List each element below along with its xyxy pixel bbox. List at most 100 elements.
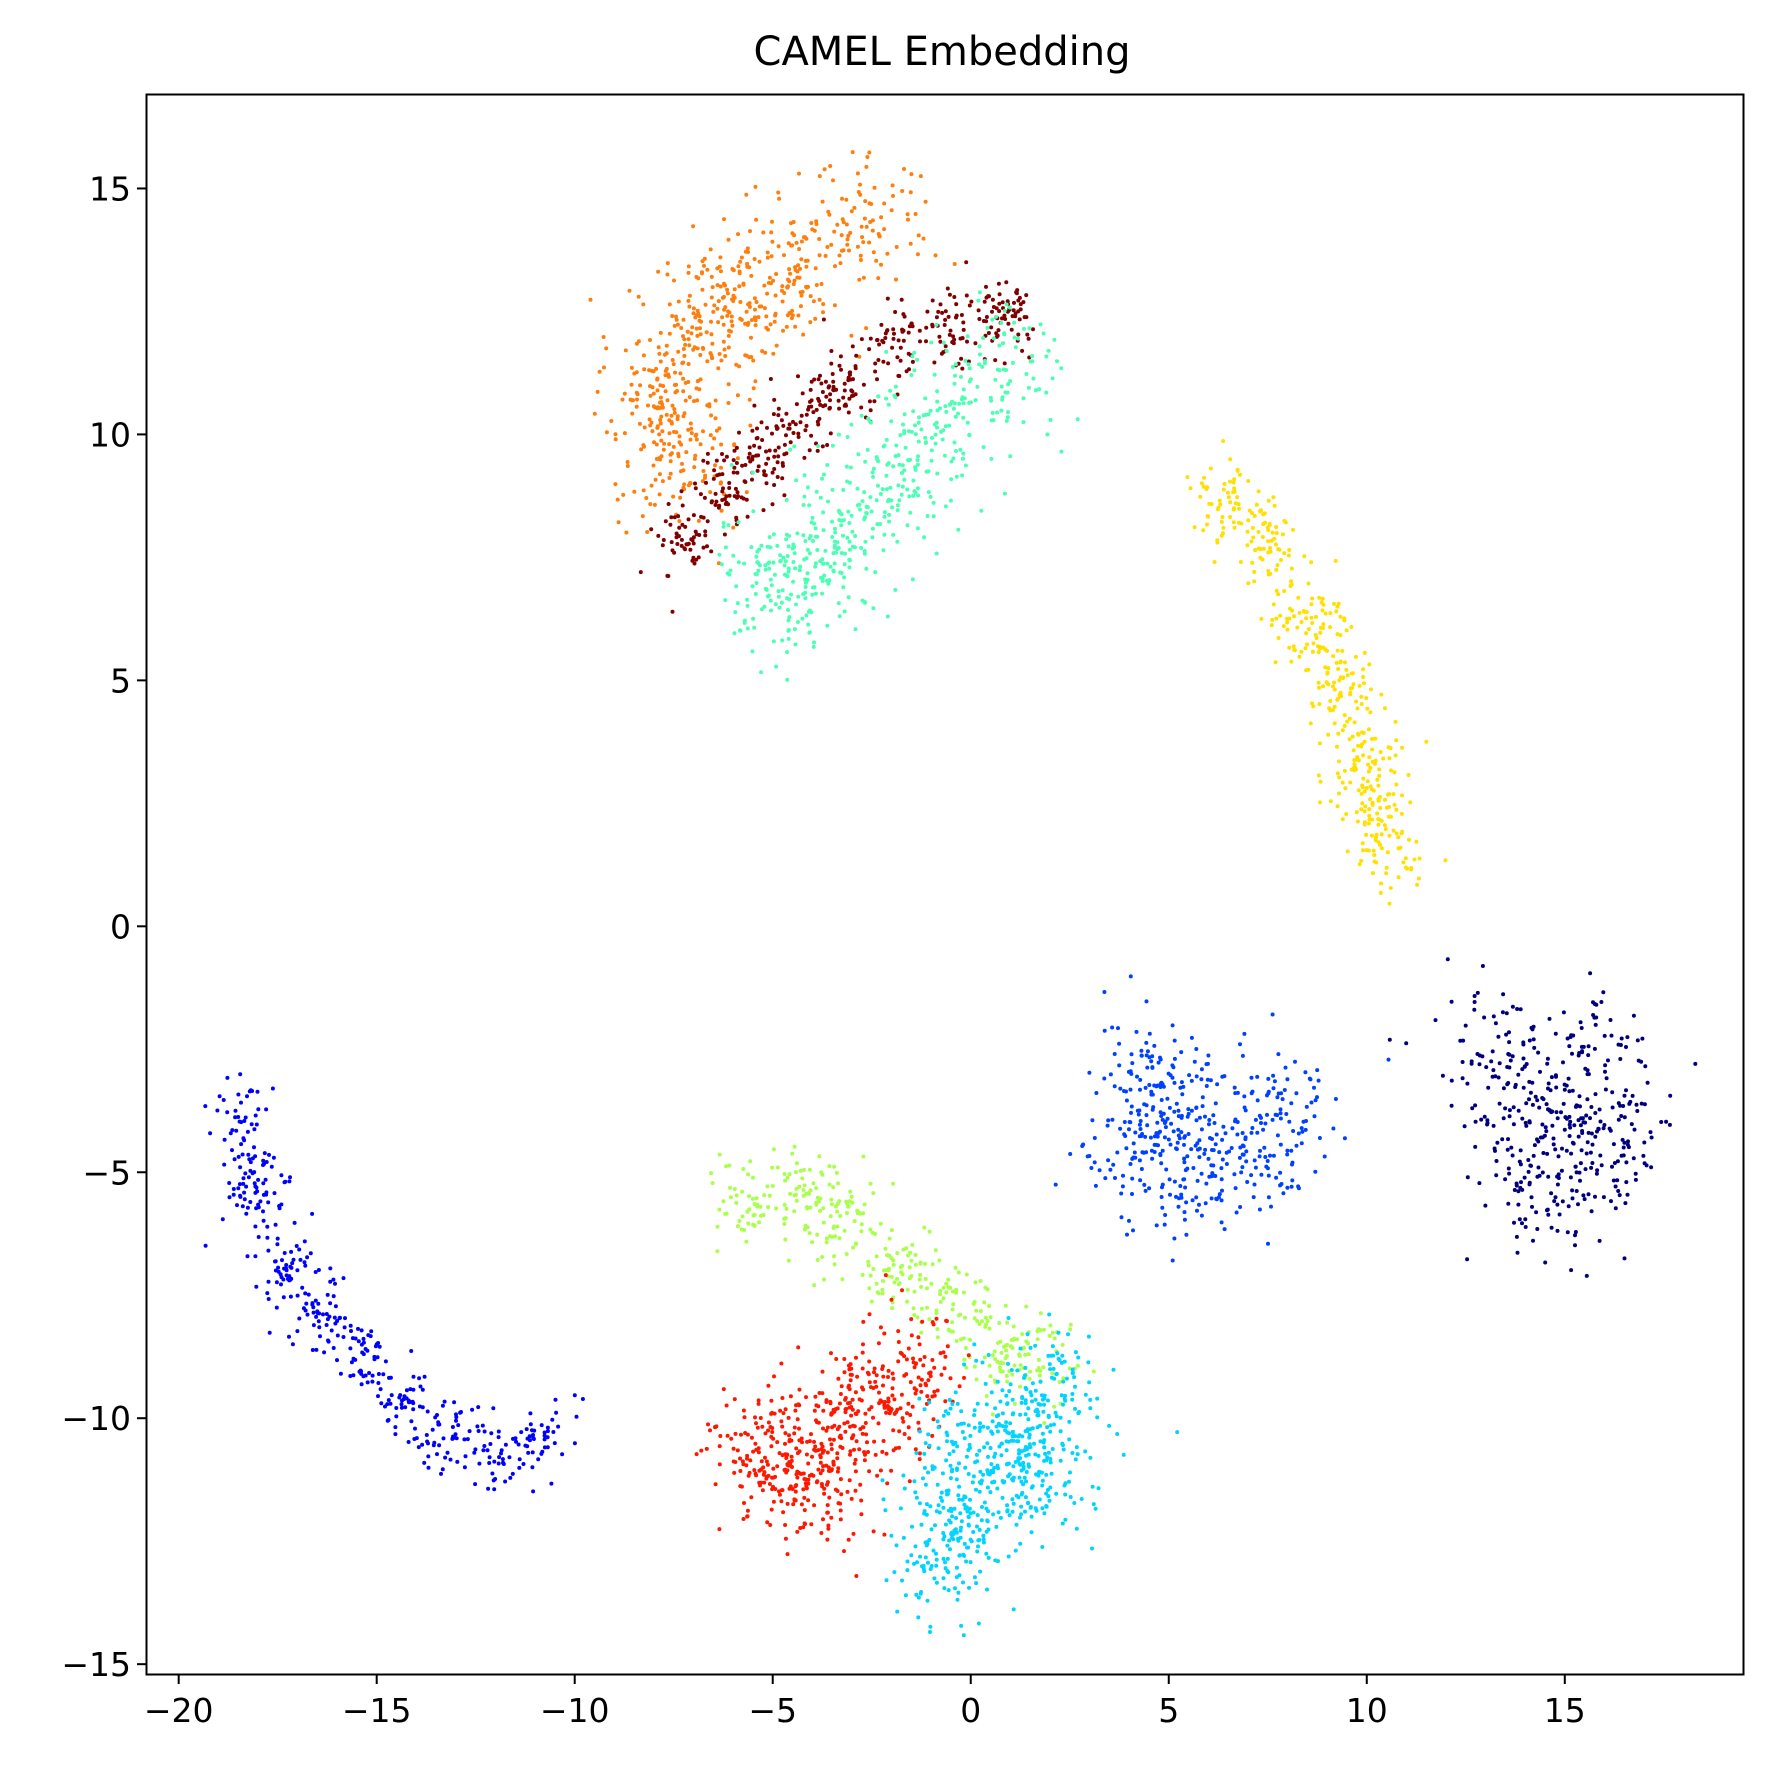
scatter-point bbox=[1036, 1357, 1041, 1362]
scatter-point bbox=[782, 1202, 787, 1207]
scatter-point bbox=[918, 1261, 923, 1266]
scatter-point bbox=[635, 392, 640, 397]
scatter-point bbox=[958, 1312, 963, 1317]
scatter-point bbox=[768, 545, 773, 550]
scatter-point bbox=[1299, 620, 1304, 624]
scatter-point bbox=[978, 1569, 983, 1574]
scatter-point bbox=[835, 1224, 840, 1229]
scatter-point bbox=[1124, 1146, 1129, 1151]
scatter-point bbox=[680, 461, 684, 466]
scatter-point bbox=[1586, 1130, 1591, 1135]
scatter-point bbox=[829, 1197, 834, 1202]
scatter-point bbox=[746, 302, 751, 307]
scatter-point bbox=[774, 664, 779, 669]
scatter-point bbox=[1497, 1061, 1502, 1066]
scatter-point bbox=[917, 1396, 922, 1401]
scatter-point bbox=[925, 1598, 930, 1603]
scatter-point bbox=[1199, 1067, 1204, 1072]
scatter-point bbox=[263, 1177, 268, 1182]
scatter-point bbox=[756, 1446, 761, 1451]
scatter-point bbox=[820, 199, 825, 204]
scatter-point bbox=[721, 1199, 726, 1204]
scatter-point bbox=[935, 408, 940, 413]
scatter-point bbox=[1179, 1050, 1184, 1055]
scatter-point bbox=[1557, 1212, 1562, 1217]
scatter-point bbox=[943, 1560, 947, 1565]
scatter-point bbox=[796, 263, 801, 268]
scatter-point bbox=[1510, 1004, 1515, 1009]
scatter-point bbox=[963, 1315, 967, 1320]
scatter-point bbox=[246, 1152, 251, 1157]
scatter-point bbox=[833, 530, 838, 535]
scatter-point bbox=[1486, 1085, 1491, 1090]
scatter-point bbox=[981, 1540, 986, 1545]
scatter-point bbox=[273, 1222, 278, 1227]
scatter-point bbox=[1001, 1424, 1005, 1429]
scatter-point bbox=[1219, 519, 1224, 524]
scatter-point bbox=[839, 1492, 844, 1497]
scatter-point bbox=[955, 1468, 959, 1472]
scatter-point bbox=[1172, 1236, 1177, 1241]
scatter-point bbox=[1368, 784, 1373, 789]
scatter-point bbox=[793, 265, 797, 270]
scatter-point bbox=[762, 1193, 767, 1198]
scatter-point bbox=[664, 412, 669, 417]
scatter-point bbox=[772, 397, 777, 402]
scatter-point bbox=[1192, 525, 1197, 530]
scatter-point bbox=[966, 1522, 971, 1527]
scatter-point bbox=[254, 1206, 259, 1211]
scatter-point bbox=[252, 1145, 256, 1150]
scatter-point bbox=[913, 1391, 918, 1396]
scatter-point bbox=[1693, 1061, 1698, 1066]
scatter-point bbox=[1005, 1402, 1010, 1406]
scatter-point bbox=[794, 602, 798, 607]
scatter-point bbox=[1192, 1059, 1197, 1064]
scatter-point bbox=[943, 317, 948, 322]
scatter-point bbox=[733, 1460, 738, 1464]
scatter-point bbox=[1026, 1341, 1031, 1346]
scatter-point bbox=[1555, 1228, 1560, 1233]
scatter-point bbox=[1387, 901, 1392, 906]
scatter-point bbox=[448, 1457, 453, 1462]
scatter-point bbox=[1021, 1482, 1026, 1487]
scatter-point bbox=[718, 269, 723, 274]
scatter-point bbox=[982, 1445, 987, 1450]
scatter-point bbox=[1321, 602, 1326, 607]
scatter-point bbox=[1306, 627, 1311, 631]
scatter-point bbox=[741, 1408, 746, 1413]
scatter-point bbox=[752, 315, 757, 320]
scatter-point bbox=[880, 1364, 885, 1369]
scatter-point bbox=[1194, 1047, 1199, 1051]
scatter-point bbox=[982, 299, 987, 304]
scatter-point bbox=[677, 440, 682, 445]
scatter-point bbox=[717, 1462, 722, 1467]
scatter-point bbox=[288, 1175, 292, 1180]
scatter-point bbox=[1361, 776, 1366, 781]
scatter-point bbox=[1492, 1146, 1497, 1151]
scatter-point bbox=[818, 1209, 822, 1213]
scatter-point bbox=[685, 329, 690, 334]
scatter-point bbox=[765, 1184, 770, 1189]
scatter-point bbox=[1629, 1122, 1634, 1127]
scatter-point bbox=[1004, 418, 1009, 423]
scatter-point bbox=[912, 368, 917, 373]
scatter-point bbox=[724, 1211, 729, 1216]
scatter-point bbox=[886, 1268, 891, 1273]
scatter-point bbox=[1354, 699, 1358, 704]
scatter-point bbox=[850, 394, 854, 398]
scatter-point bbox=[754, 554, 759, 559]
scatter-point bbox=[871, 1267, 876, 1271]
scatter-point bbox=[898, 433, 903, 438]
scatter-point bbox=[1278, 1107, 1283, 1112]
scatter-point bbox=[1259, 1121, 1263, 1125]
scatter-point bbox=[1562, 1127, 1567, 1132]
scatter-point bbox=[831, 1459, 836, 1464]
scatter-point bbox=[1221, 439, 1226, 443]
scatter-point bbox=[791, 579, 796, 584]
scatter-point bbox=[896, 1340, 901, 1344]
scatter-point bbox=[1536, 1165, 1541, 1170]
scatter-point bbox=[722, 281, 726, 286]
scatter-point bbox=[792, 1425, 797, 1430]
scatter-point bbox=[902, 431, 907, 436]
scatter-point bbox=[519, 1430, 524, 1435]
